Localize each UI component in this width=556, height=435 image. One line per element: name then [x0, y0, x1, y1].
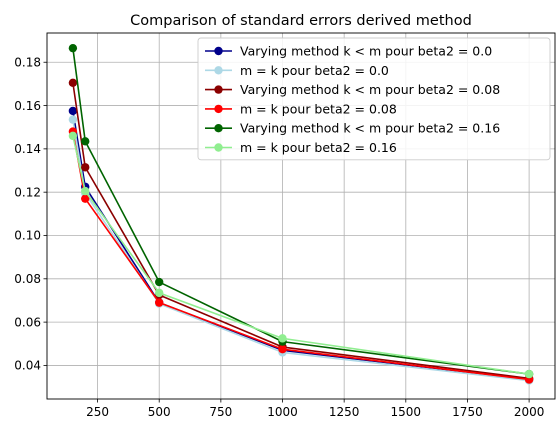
x-tick-label: 2000 — [514, 405, 545, 419]
x-tick-label: 1000 — [267, 405, 298, 419]
y-tick-label: 0.14 — [14, 142, 41, 156]
x-tick-label: 1250 — [329, 405, 360, 419]
data-point — [155, 277, 164, 287]
legend-label: m = k pour beta2 = 0.16 — [240, 140, 397, 155]
legend-marker — [214, 66, 223, 75]
legend-marker — [214, 124, 223, 133]
y-tick-label: 0.16 — [14, 99, 41, 113]
x-tick-label: 250 — [86, 405, 109, 419]
data-point — [81, 186, 90, 196]
data-point — [81, 194, 90, 203]
data-point — [68, 43, 78, 53]
series-line — [72, 135, 530, 375]
legend-label: Varying method k < m pour beta2 = 0.16 — [240, 121, 500, 136]
legend-marker — [214, 85, 223, 94]
data-point — [155, 288, 164, 298]
data-point — [68, 115, 78, 124]
series-group — [68, 43, 534, 385]
data-point — [68, 78, 78, 88]
x-tick-label: 750 — [209, 405, 232, 419]
legend-marker — [214, 143, 223, 152]
data-point — [81, 137, 90, 146]
legend-label: m = k pour beta2 = 0.0 — [240, 63, 389, 78]
y-tick-label: 0.04 — [14, 359, 41, 373]
data-point — [81, 163, 90, 172]
plot-frame — [46, 32, 556, 400]
data-point — [68, 106, 78, 116]
data-point — [68, 131, 78, 141]
y-tick-label: 0.10 — [14, 229, 41, 243]
legend: Varying method k < m pour beta2 = 0.0 m =… — [197, 37, 551, 161]
data-point — [278, 344, 287, 354]
y-tick-label: 0.12 — [14, 185, 41, 199]
axis-ticks: 250 500 750 1000 1250 1500 1750 2000 0.04 0.06 0.0… — [14, 55, 544, 419]
y-tick-label: 0.08 — [14, 272, 41, 286]
data-point — [524, 369, 534, 379]
legend-marker — [214, 46, 223, 56]
legend-box — [197, 37, 551, 161]
legend-label: Varying method k < m pour beta2 = 0.0 — [240, 44, 492, 59]
data-point — [278, 334, 287, 343]
series-line — [72, 131, 530, 381]
legend-label: m = k pour beta2 = 0.08 — [240, 101, 397, 116]
series-m-k-pour-beta2-0-16 — [68, 131, 534, 379]
x-tick-label: 1750 — [452, 405, 483, 419]
x-tick-label: 1500 — [391, 405, 422, 419]
y-tick-label: 0.18 — [14, 55, 41, 69]
data-point — [155, 298, 164, 307]
legend-label: Varying method k < m pour beta2 = 0.08 — [240, 82, 500, 97]
series-m-k-pour-beta2-0-08 — [68, 127, 534, 384]
x-tick-label: 500 — [148, 405, 171, 419]
legend-marker — [214, 104, 223, 114]
chart-title: Comparison of standard errors derived me… — [130, 13, 472, 29]
y-tick-label: 0.06 — [14, 315, 41, 329]
